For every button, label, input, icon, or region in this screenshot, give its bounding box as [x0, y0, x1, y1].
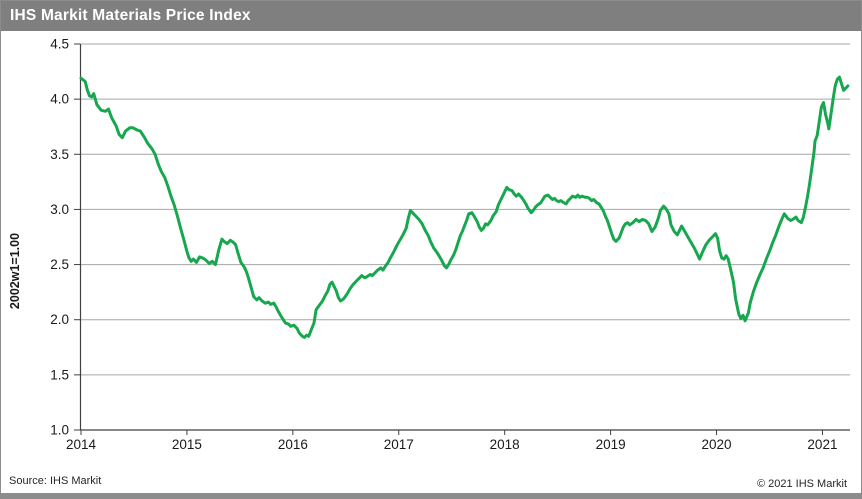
x-tick-label: 2014: [66, 437, 97, 452]
y-tick-label: 2.5: [50, 257, 69, 272]
y-tick-label: 3.5: [50, 147, 69, 162]
x-tick-label: 2015: [172, 437, 202, 452]
y-tick-label: 1.5: [50, 367, 69, 382]
copyright-note: © 2021 IHS Markit: [756, 478, 847, 490]
source-note: Source: IHS Markit: [9, 475, 102, 487]
y-tick-label: 4.5: [50, 37, 69, 52]
price-index-line-chart: 1.0 1.5 2.0 2.5 3.0 3.5 4.0 4.5 2014 2015 2016 2017…: [8, 37, 850, 452]
chart-title-bar: IHS Markit Materials Price Index: [1, 1, 861, 31]
x-tick-label: 2019: [596, 437, 626, 452]
x-tick-label: 2018: [490, 437, 520, 452]
x-tick-label: 2020: [702, 437, 732, 452]
x-tick-label: 2021: [807, 437, 837, 452]
bottom-rule: [1, 493, 861, 498]
y-tick-label: 3.0: [50, 202, 69, 217]
y-tick-label: 1.0: [50, 423, 69, 438]
y-axis-title: 2002w1=1.00: [8, 233, 22, 309]
x-tick-label: 2017: [384, 437, 414, 452]
y-tick-label: 4.0: [50, 92, 69, 107]
page-title: IHS Markit Materials Price Index: [10, 7, 251, 24]
y-tick-label: 2.0: [50, 312, 69, 327]
series-line: [79, 75, 850, 339]
x-tick-label: 2016: [278, 437, 308, 452]
